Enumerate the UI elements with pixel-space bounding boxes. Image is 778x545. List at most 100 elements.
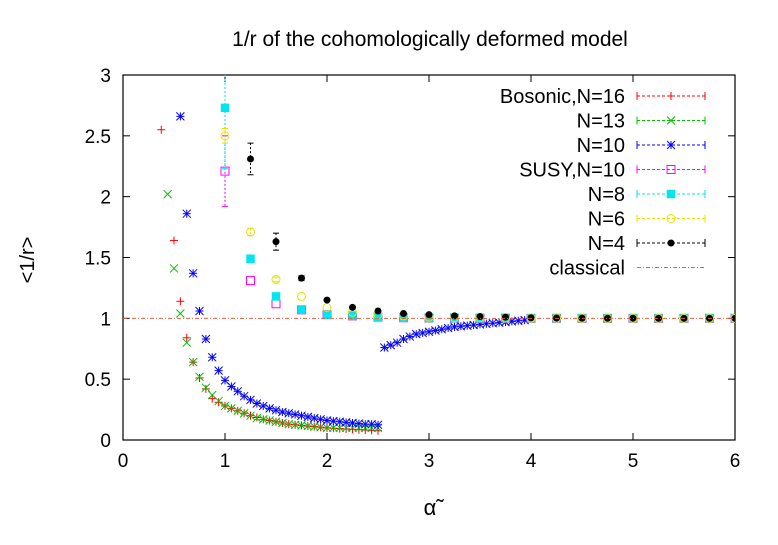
data-point [169,264,179,273]
data-point [527,314,535,322]
legend-marker [666,165,676,174]
data-point [239,391,249,401]
data-point [284,408,294,418]
data-point [604,314,611,322]
data-point [247,155,254,163]
data-point [265,404,274,413]
data-point [214,396,223,406]
legend-marker [667,92,675,100]
data-point [309,413,319,423]
legend-entry: N=8 [588,184,706,206]
data-point [208,394,217,403]
y-tick-label: 3 [100,66,111,87]
data-point [176,297,185,306]
x-tick-label: 3 [424,451,435,472]
data-point [354,423,364,433]
data-point [195,373,204,382]
x-axis: 0 1 2 3 4 5 6 [118,75,741,472]
x-tick-label: 5 [628,451,639,472]
data-point [201,383,211,393]
data-point [227,404,236,413]
data-point [323,296,331,304]
data-point [272,238,280,246]
data-point [297,291,306,301]
data-point [322,416,332,425]
legend-label: SUSY,N=10 [519,160,625,182]
legend-label: N=13 [577,111,625,133]
legend-marker [666,116,676,125]
data-point [246,254,255,263]
y-axis-label: <1/r> [17,237,39,284]
data-point [400,309,407,317]
data-point [297,305,306,315]
chart-title: 1/r of the cohomologically deformed mode… [232,28,628,51]
data-point [246,411,255,421]
data-point [451,312,458,320]
data-point [374,307,382,315]
data-point [201,384,210,393]
x-tick-label: 0 [118,451,129,472]
data-point [157,125,166,134]
data-point [188,357,198,367]
series-layer [123,75,735,435]
data-point [176,112,185,121]
data-point [246,276,255,286]
data-point [182,338,192,348]
data-point [349,303,356,311]
data-point [220,131,230,141]
data-point [233,406,243,416]
legend-label: N=6 [588,209,625,231]
data-point [271,405,281,415]
legend-entry: Bosonic,N=16 [500,86,706,108]
data-point [655,314,662,322]
data-point [214,366,223,376]
legend-label: N=10 [577,135,625,157]
legend: Bosonic,N=16 N=13N=10 SUSY,N=10N=8 N=6N=4 cl… [500,86,706,280]
legend-label: N=8 [588,184,625,206]
data-point [730,313,735,323]
y-axis: 0 0.5 1 1.5 2 2.5 3 [85,66,735,452]
data-point [335,417,345,427]
legend-entry: N=13 [577,111,706,133]
data-point [188,268,198,278]
x-tick-label: 1 [220,451,231,472]
data-point [201,334,211,344]
x-tick-label: 2 [322,451,333,472]
legend-marker [667,239,675,247]
data-point [207,352,217,362]
y-tick-label: 0.5 [85,370,111,391]
data-point [502,313,509,321]
y-tick-label: 1 [100,309,111,330]
y-tick-label: 0 [100,431,111,452]
data-point [341,418,351,427]
data-point [239,408,249,418]
data-point [246,227,255,237]
data-point [425,311,433,319]
legend-marker [666,214,676,223]
data-point [271,292,281,301]
x-tick-label: 6 [730,451,741,472]
series-1 [163,189,383,433]
legend-entry: SUSY,N=10 [519,160,706,182]
legend-entry: N=4 [588,233,706,255]
data-point [220,103,230,113]
data-point [182,333,191,342]
legend-entry: classical [549,258,705,280]
data-point [373,420,383,430]
data-point [271,274,281,284]
legend-label: N=4 [588,233,625,255]
data-point [163,189,172,199]
data-point [476,313,484,321]
legend-label: Bosonic,N=16 [500,86,625,108]
legend-marker [666,140,676,150]
data-point [176,309,185,318]
data-point [227,382,236,391]
legend-entry: N=6 [588,209,706,231]
legend-entry: N=10 [577,135,706,157]
data-point [195,372,204,382]
y-tick-label: 2 [100,188,111,209]
data-point [182,209,192,219]
y-tick-label: 1.5 [85,249,111,270]
